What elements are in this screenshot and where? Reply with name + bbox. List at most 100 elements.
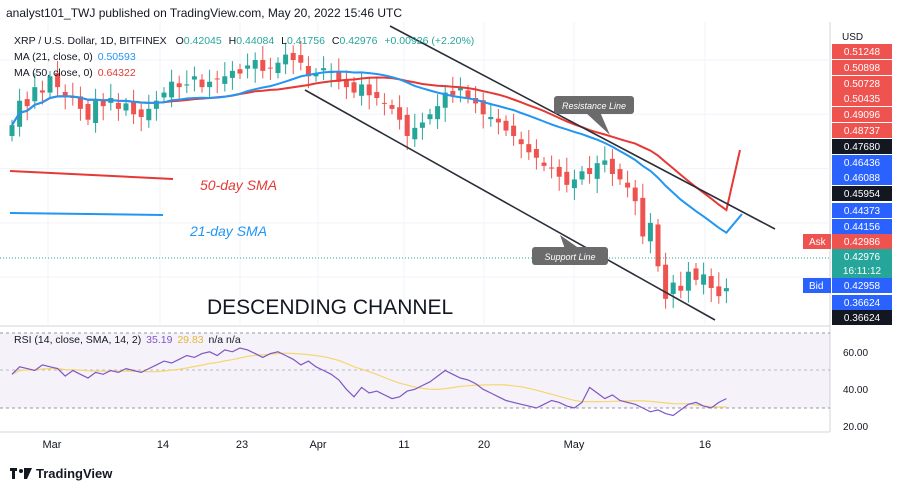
resistance-callout-pointer [585, 112, 610, 135]
candle-body [625, 182, 631, 188]
price-label: 0.36624 [844, 298, 881, 309]
candle-body [670, 282, 676, 294]
legend-rsi-sma-value: 29.83 [177, 334, 204, 346]
time-tick: 14 [157, 439, 169, 451]
candle-body [609, 158, 615, 174]
resistance-callout-box [554, 96, 634, 114]
candle-body [617, 169, 623, 180]
candle-body [55, 73, 61, 88]
time-tick: 11 [398, 439, 409, 451]
price-label-bg [832, 107, 892, 122]
price-label-bg [832, 123, 892, 138]
candle-body [541, 162, 547, 166]
candle-body [62, 92, 68, 96]
candle-body [336, 72, 342, 82]
price-label-bg [832, 295, 892, 310]
candle-body [321, 68, 327, 71]
candle-body [435, 106, 441, 120]
candle-body [123, 103, 129, 111]
candle-body [381, 102, 387, 104]
candle-body [298, 55, 304, 63]
candle-body [283, 54, 289, 65]
candle-body [480, 100, 486, 115]
price-label: 0.46088 [844, 173, 881, 184]
price-label-bg [832, 186, 892, 201]
price-label: 0.42986 [844, 237, 881, 248]
rsi-tick: 40.00 [843, 385, 868, 396]
currency-label: USD [842, 32, 863, 43]
time-tick: 23 [236, 439, 248, 451]
legend-symbol: XRP / U.S. Dollar, 1D, BITFINEX [14, 35, 167, 47]
candle-body [723, 288, 729, 292]
legend-h-label: H [228, 35, 237, 47]
price-label: 0.44156 [844, 222, 881, 233]
sma50-sample-line [9, 170, 174, 180]
legend-rsi-value: 35.19 [146, 334, 173, 346]
candle-body [252, 60, 258, 69]
candle-body [495, 118, 501, 123]
candle-body [138, 109, 144, 117]
rsi-tick: 60.00 [843, 348, 868, 359]
rsi-line [11, 347, 727, 417]
candle-body [237, 69, 243, 74]
candle-body [450, 90, 456, 96]
legend-rsi-na: n/a n/a [208, 334, 241, 346]
price-label: 16:11:12 [843, 266, 882, 277]
footer-brand[interactable]: TradingView [10, 466, 112, 481]
price-label: 0.49096 [844, 110, 881, 121]
tradingview-logo-icon [10, 467, 32, 479]
price-label: 0.45954 [844, 189, 881, 200]
candle-body [655, 224, 661, 267]
legend-l: 0.41756 [287, 35, 325, 47]
candle-body [602, 160, 608, 165]
candle-body [389, 105, 395, 109]
sma21-sample-line [9, 212, 164, 216]
candle-body [404, 114, 410, 136]
support-callout-box [532, 247, 608, 265]
candle-body [716, 286, 722, 297]
price-label-bg [832, 234, 892, 249]
legend-o-label: O [175, 35, 184, 47]
candle-body [39, 90, 45, 93]
candle-body [511, 125, 517, 136]
candle-body [647, 222, 653, 242]
candle-body [503, 120, 509, 131]
candle-body [351, 82, 357, 93]
time-tick: Apr [309, 439, 326, 451]
candle-body [587, 168, 593, 174]
legend-o: 0.42045 [183, 35, 222, 47]
price-label-bg [832, 44, 892, 59]
candle-body [663, 264, 669, 299]
legend-ma21-line: MA (21, close, 0) 0.50593 [14, 51, 136, 63]
legend-ma50-label: MA (50, close, 0) [14, 67, 93, 79]
time-tick: May [564, 439, 585, 451]
legend-ma21-label: MA (21, close, 0) [14, 51, 93, 63]
candle-body [32, 87, 38, 102]
price-label-bg [832, 155, 892, 170]
candle-body [419, 122, 425, 128]
legend-rsi-label: RSI (14, close, SMA, 14, 2) [14, 334, 142, 346]
candle-body [701, 274, 707, 285]
rsi-sma-line [11, 352, 727, 408]
price-label-bg [832, 249, 892, 264]
candle-body [260, 60, 266, 71]
candle-body [366, 84, 372, 96]
price-label-bg [832, 310, 892, 325]
candle-body [305, 65, 311, 77]
price-label-bg [832, 91, 892, 106]
candle-body [632, 187, 638, 202]
candle-body [169, 81, 175, 98]
publisher-line: analyst101_TWJ published on TradingView.… [6, 6, 402, 20]
candle-body [412, 127, 418, 140]
price-label: 0.50435 [844, 94, 881, 105]
candle-body [47, 76, 53, 93]
candle-body [161, 92, 167, 98]
candle-body [640, 197, 646, 237]
price-label: 0.47680 [844, 142, 881, 153]
candle-body [549, 167, 555, 169]
ma21-line [11, 70, 743, 235]
candle-body [533, 149, 539, 158]
price-label: 0.42976 [844, 252, 881, 263]
candle-body [693, 268, 699, 280]
